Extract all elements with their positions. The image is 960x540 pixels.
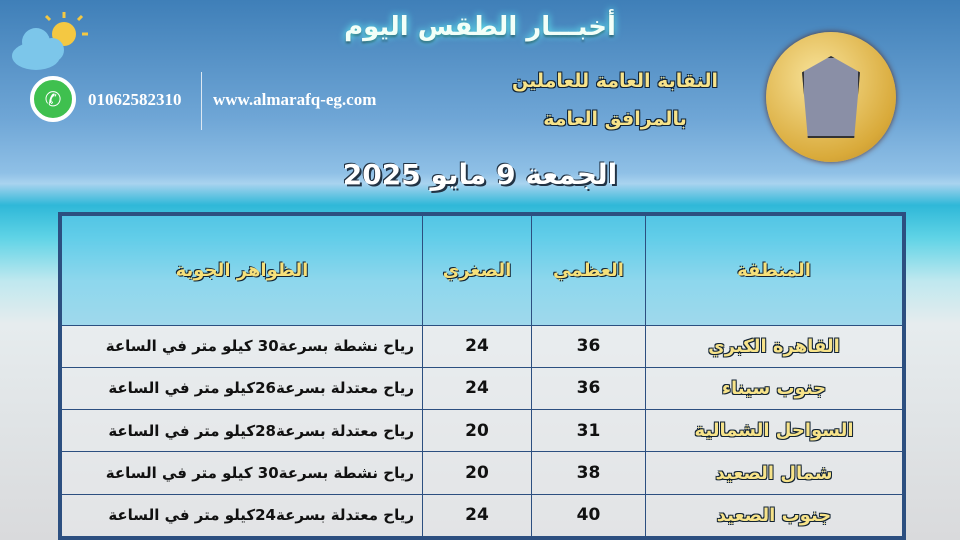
phenomena-cell: رياح معتدلة بسرعة28كيلو متر في الساعة (61, 409, 423, 453)
phone-number: 01062582310 (88, 90, 182, 109)
min-temp-cell: 24 (422, 366, 532, 411)
emblem-icon (802, 56, 860, 138)
sun-cloud-icon (12, 12, 88, 70)
table-row: القاهرة الكبري 36 24 رياح نشطة بسرعة30 كيلو… (61, 324, 903, 368)
region-cell: جنوب سيناء (645, 366, 903, 411)
phenomena-cell: رياح معتدلة بسرعة26كيلو متر في الساعة (61, 366, 423, 411)
region-cell: جنوب الصعيد (645, 493, 903, 538)
table-header-row: المنطقة العظمي الصغري الظواهر الجوية (61, 215, 903, 326)
union-name-line1: النقابة العامة للعاملين (511, 70, 718, 92)
min-temp-cell: 24 (422, 324, 532, 368)
whatsapp-icon: ✆ (30, 76, 76, 122)
phenomena-cell: رياح نشطة بسرعة30 كيلو متر في الساعة (61, 324, 423, 368)
website: www.almarafq-eg.com (213, 90, 377, 109)
header-min: الصغري (422, 215, 532, 326)
table-row: جنوب الصعيد 40 24 رياح معتدلة بسرعة24كيلو م… (61, 493, 903, 538)
region-cell: السواحل الشمالية (645, 409, 903, 453)
date-heading: الجمعة 9 مايو 2025 (342, 158, 618, 191)
max-temp-cell: 36 (531, 366, 646, 411)
union-logo (766, 32, 896, 162)
header-region: المنطقة (645, 215, 903, 326)
divider (201, 72, 202, 130)
union-name-line2: بالمرافق العامة (543, 108, 687, 130)
max-temp-cell: 40 (531, 493, 646, 538)
min-temp-cell: 20 (422, 451, 532, 495)
table-row: شمال الصعيد 38 20 رياح نشطة بسرعة30 كيلو مت… (61, 451, 903, 495)
phenomena-cell: رياح معتدلة بسرعة24كيلو متر في الساعة (61, 493, 423, 538)
max-temp-cell: 31 (531, 409, 646, 453)
phenomena-cell: رياح نشطة بسرعة30 كيلو متر في الساعة (61, 451, 423, 495)
table-row: جنوب سيناء 36 24 رياح معتدلة بسرعة26كيلو مت… (61, 366, 903, 411)
max-temp-cell: 38 (531, 451, 646, 495)
region-cell: القاهرة الكبري (645, 324, 903, 368)
table-row: السواحل الشمالية 31 20 رياح معتدلة بسرعة28ك… (61, 409, 903, 453)
region-cell: شمال الصعيد (645, 451, 903, 495)
page-title: أخبـــار الطقس اليوم (344, 12, 616, 42)
weather-table: المنطقة العظمي الصغري الظواهر الجوية الق… (58, 212, 906, 540)
header-max: العظمي (531, 215, 646, 326)
min-temp-cell: 20 (422, 409, 532, 453)
min-temp-cell: 24 (422, 493, 532, 538)
header-phenomena: الظواهر الجوية (61, 215, 423, 326)
max-temp-cell: 36 (531, 324, 646, 368)
